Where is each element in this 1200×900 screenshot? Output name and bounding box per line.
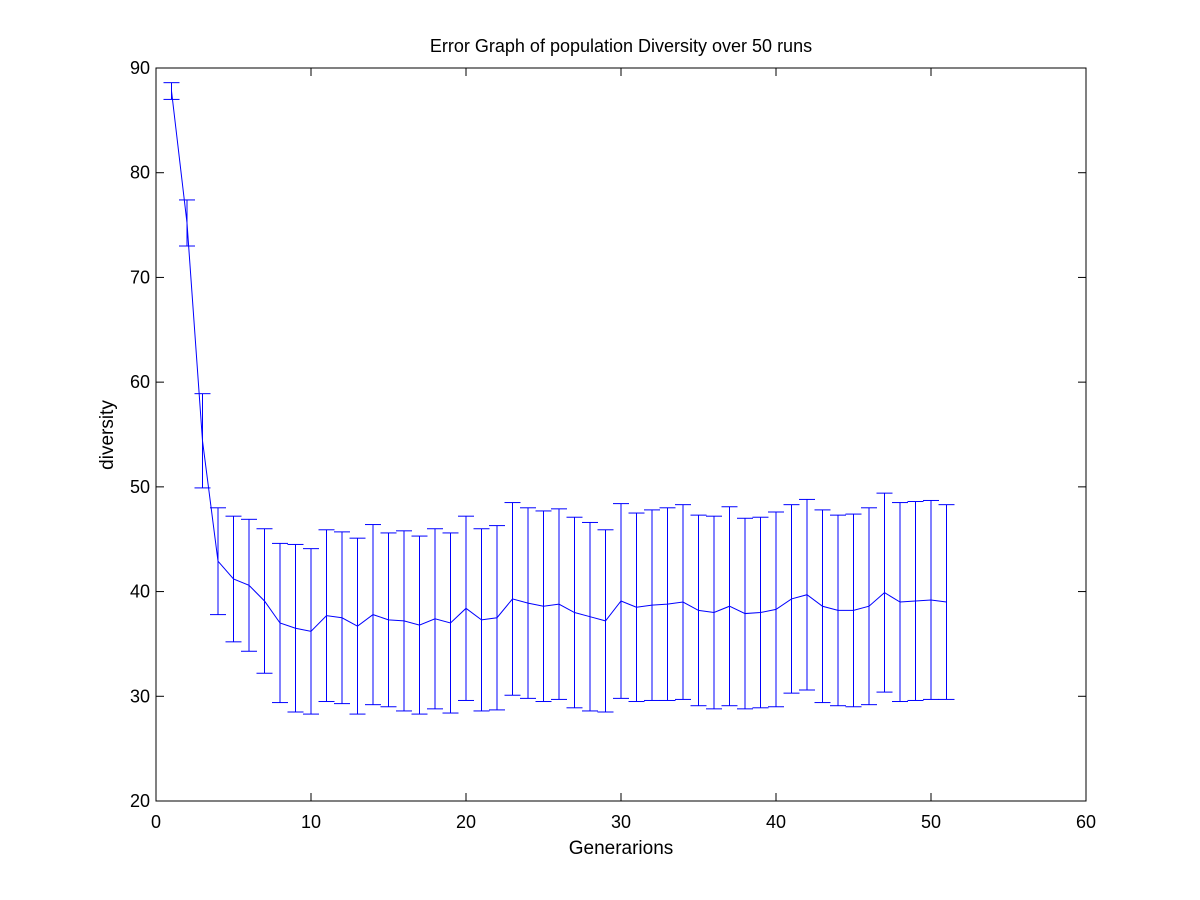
x-tick-label: 0 [151,812,161,832]
x-tick-label: 60 [1076,812,1096,832]
axis-ticks [155,67,1087,802]
x-tick-label: 10 [301,812,321,832]
y-tick-label: 60 [130,372,150,392]
x-axis-label: Generarions [569,838,674,859]
x-tick-label: 20 [456,812,476,832]
x-tick-label: 50 [921,812,941,832]
error-bar [938,504,955,700]
y-tick-label: 50 [130,477,150,497]
y-axis-label: diversity [97,400,118,470]
y-tick-labels: 20 30 40 50 60 70 80 90 [130,58,150,811]
y-tick-label: 90 [130,58,150,78]
y-tick-label: 80 [130,163,150,183]
series-line [171,90,947,632]
y-tick-label: 40 [130,582,150,602]
error-bar [163,82,180,100]
x-tick-labels: 0 10 20 30 40 50 60 [151,812,1096,832]
y-tick-label: 20 [130,791,150,811]
x-tick-label: 30 [611,812,631,832]
y-tick-label: 30 [130,686,150,706]
chart-title: Error Graph of population Diversity over… [430,36,812,56]
y-tick-label: 70 [130,267,150,287]
series-line-group [171,90,947,632]
x-tick-label: 40 [766,812,786,832]
